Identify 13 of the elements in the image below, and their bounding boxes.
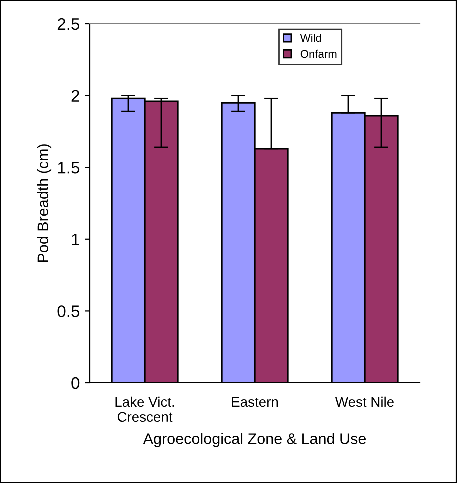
x-tick-label: Eastern <box>232 397 278 408</box>
y-tick-label: 2 <box>72 90 80 102</box>
x-axis-title: Agroecological Zone & Land Use <box>143 433 366 448</box>
y-axis-title: Pod Breadth (cm) <box>37 144 52 262</box>
legend-label: Wild <box>300 34 322 42</box>
legend-label: Onfarm <box>300 50 337 58</box>
y-tick-label: 2.5 <box>58 18 80 30</box>
y-tick-label: 1.5 <box>58 162 80 174</box>
x-tick-label: West Nile <box>335 396 394 408</box>
x-tick-label: Lake Vict. Crescent <box>116 396 174 422</box>
y-tick-label: 0 <box>72 377 80 390</box>
y-tick-label: 0.5 <box>58 306 80 318</box>
y-tick-label: 1 <box>72 234 80 246</box>
